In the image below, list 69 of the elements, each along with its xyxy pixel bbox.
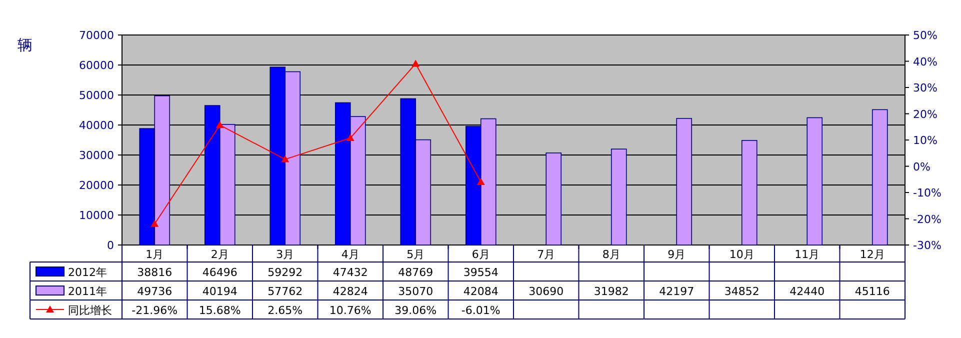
y-tick-label: 30000: [79, 149, 114, 162]
y2-tick-label: -30%: [913, 239, 942, 252]
data-label: 40194: [202, 285, 238, 298]
y2-tick-label: 40%: [913, 55, 938, 68]
bar: [806, 117, 823, 246]
x-tick-label: 4月: [341, 248, 360, 261]
point: [281, 155, 290, 162]
data-label: 46496: [202, 266, 238, 279]
y2-tick-label: -20%: [913, 212, 942, 226]
data-label: 35070: [398, 285, 434, 298]
data-label: 57762: [268, 285, 303, 298]
x-tick-label: 5月: [406, 248, 425, 261]
data-label: 34852: [724, 285, 760, 298]
y2-tick-label: 10%: [913, 134, 938, 147]
bar: [872, 109, 888, 246]
data-label: 42084: [463, 285, 498, 298]
data-label: 47432: [332, 266, 368, 279]
bar: [546, 152, 562, 246]
data-label: 10.76%: [329, 304, 372, 317]
x-tick-label: 9月: [668, 248, 686, 261]
bar: [741, 140, 758, 246]
bar: [676, 118, 692, 246]
legend-label: 同比增长: [68, 304, 112, 317]
x-tick-label: 10月: [729, 248, 754, 261]
point: [412, 60, 420, 67]
x-tick-label: 8月: [602, 248, 620, 261]
legend-label: 2012年: [68, 266, 107, 279]
data-label: 42824: [332, 285, 368, 298]
data-label: 15.68%: [198, 304, 241, 317]
data-label: 39.06%: [394, 304, 437, 317]
y-tick-label: 0: [107, 239, 114, 252]
x-tick-label: 11月: [794, 248, 820, 261]
x-tick-label: 3月: [276, 248, 294, 261]
data-label: 42440: [790, 285, 825, 298]
x-tick-label: 12月: [860, 248, 885, 261]
data-label: 30690: [528, 285, 564, 298]
data-label: 2.65%: [268, 304, 303, 317]
bar: [610, 148, 627, 246]
point: [346, 134, 354, 142]
x-tick-label: 7月: [537, 248, 556, 261]
y2-tick-label: 0%: [913, 160, 930, 174]
y2-tick-label: 50%: [913, 29, 938, 42]
data-label: -21.96%: [132, 304, 178, 317]
y2-tick-label: 30%: [913, 82, 938, 94]
y-tick-label: 60000: [79, 59, 114, 72]
data-label: -6.01%: [461, 304, 500, 317]
y-tick-label: 40000: [79, 119, 114, 132]
data-label: 31982: [594, 285, 629, 298]
x-tick-label: 2月: [210, 248, 229, 261]
point: [150, 220, 159, 227]
data-label: 59292: [268, 266, 303, 279]
data-label: 45116: [854, 285, 890, 298]
x-tick-label: 1月: [146, 248, 164, 261]
y-tick-label: 20000: [79, 179, 114, 192]
data-label: 49736: [137, 285, 172, 298]
data-label: 39554: [463, 266, 498, 279]
y-tick-label: 70000: [79, 29, 114, 42]
data-label: 48769: [398, 266, 434, 279]
point: [476, 178, 485, 186]
legend-label: 2011年: [68, 285, 107, 298]
y2-tick-label: -10%: [913, 186, 942, 200]
y-tick-label: 10000: [79, 209, 114, 222]
y-axis-title: 辆: [18, 36, 32, 54]
data-label: 38816: [137, 266, 172, 279]
x-tick-label: 6月: [472, 248, 490, 261]
y2-tick-label: 20%: [913, 108, 938, 121]
point: [216, 121, 224, 128]
data-label: 42197: [659, 285, 694, 298]
y-tick-label: 50000: [79, 89, 114, 102]
